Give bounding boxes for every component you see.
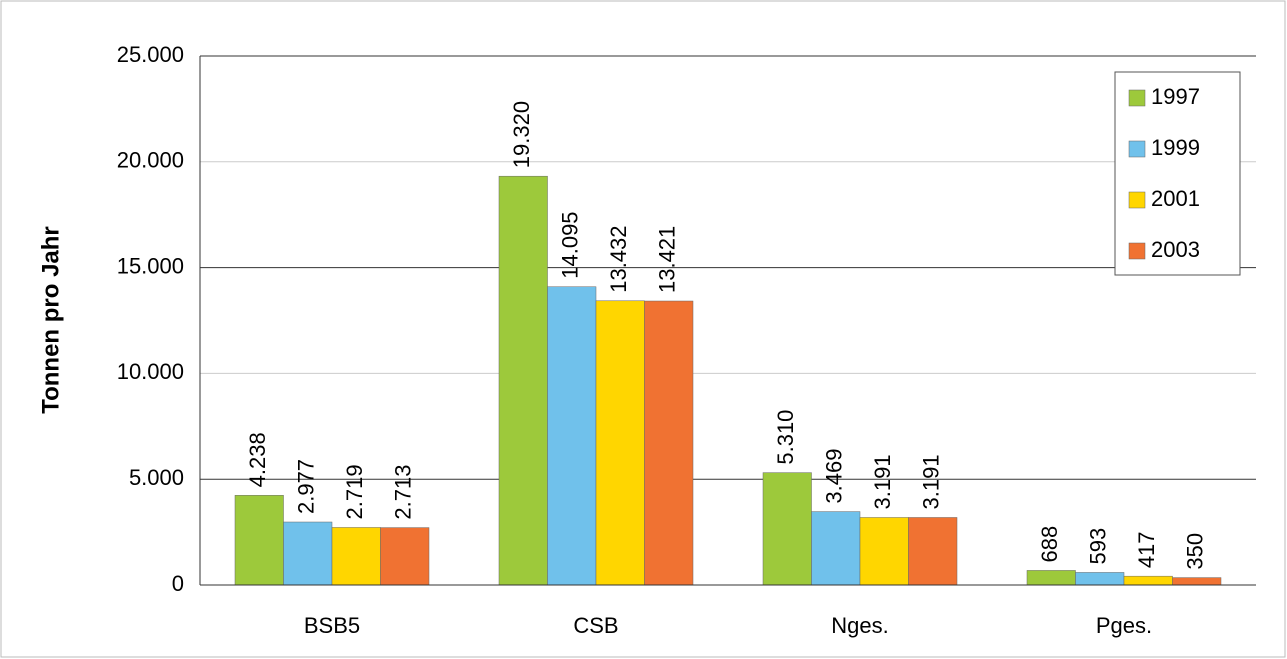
value-label: 13.432 [606,225,631,292]
legend-label: 2001 [1151,186,1200,211]
bar [547,286,597,586]
legend-swatch [1128,89,1146,107]
value-label: 2.977 [294,459,319,514]
bar [644,300,694,586]
legend-label: 1997 [1151,84,1200,109]
bar [859,517,909,586]
x-tick-label: Pges. [1096,613,1152,638]
y-tick-label: 20.000 [117,148,184,173]
legend-label: 2003 [1151,237,1200,262]
bar [331,527,381,586]
value-label: 19.320 [509,101,534,168]
bar [1172,577,1222,586]
legend-swatch [1128,191,1146,209]
bar [283,521,333,586]
value-label: 688 [1037,526,1062,563]
x-tick-label: BSB5 [304,613,360,638]
bar [380,527,430,586]
value-label: 14.095 [558,211,583,278]
bar [1123,575,1173,586]
y-tick-label: 10.000 [117,359,184,384]
y-tick-label: 5.000 [129,465,184,490]
value-label: 3.191 [919,454,944,509]
legend-swatch [1128,140,1146,158]
value-label: 5.310 [773,410,798,465]
value-label: 593 [1086,528,1111,565]
bar [1026,570,1076,586]
y-tick-label: 25.000 [117,42,184,67]
legend-label: 1999 [1151,135,1200,160]
bar [811,511,861,586]
value-label: 3.469 [822,449,847,504]
y-axis-title: Tonnen pro Jahr [37,226,64,414]
value-label: 3.191 [870,454,895,509]
x-tick-label: Nges. [831,613,888,638]
value-label: 350 [1183,533,1208,570]
x-tick-label: CSB [573,613,618,638]
value-label: 2.713 [391,465,416,520]
value-label: 417 [1134,531,1159,568]
bar [762,472,812,586]
value-label: 2.719 [342,464,367,519]
bar [234,495,284,586]
bar [595,300,645,586]
y-tick-label: 0 [172,571,184,596]
y-tick-label: 15.000 [117,253,184,278]
legend-swatch [1128,242,1146,260]
bar [908,517,958,586]
value-label: 13.421 [655,226,680,293]
bar [498,175,548,586]
bar [1075,572,1125,586]
value-label: 4.238 [245,432,270,487]
